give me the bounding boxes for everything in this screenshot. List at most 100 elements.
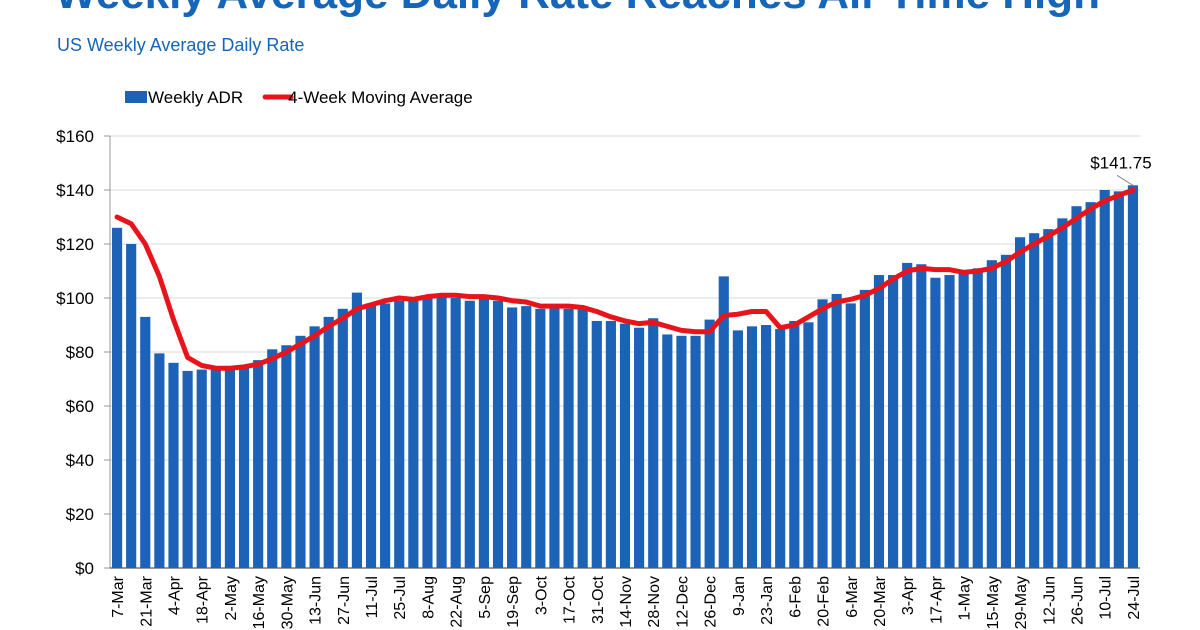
bar: [746, 326, 758, 568]
x-tick-label: 17-Apr: [928, 575, 945, 624]
y-tick-label: $20: [66, 505, 94, 524]
bar: [605, 320, 616, 568]
bar: [408, 299, 419, 568]
x-tick-label: 17-Oct: [562, 575, 579, 624]
bar: [422, 295, 433, 568]
bar: [563, 308, 574, 568]
bar: [478, 298, 489, 568]
bar: [281, 345, 292, 568]
y-tick-label: $160: [56, 127, 94, 146]
legend-label: 4-Week Moving Average: [288, 88, 473, 107]
x-tick-label: 6-Feb: [787, 576, 804, 618]
bar: [492, 300, 504, 568]
bar: [831, 293, 842, 568]
bar: [140, 316, 151, 568]
x-tick-label: 25-Jul: [392, 576, 409, 620]
x-tick-label: 26-Dec: [703, 576, 720, 628]
bar: [888, 275, 899, 568]
x-tick-label: 11-Jul: [364, 576, 381, 618]
y-tick-label: $40: [66, 451, 94, 470]
bar: [1071, 206, 1082, 568]
bar: [732, 330, 743, 568]
bar: [958, 273, 969, 568]
bar: [803, 322, 814, 568]
chart-subtitle: US Weekly Average Daily Rate: [57, 35, 304, 55]
bar: [507, 307, 518, 568]
x-tick-label: 28-Nov: [646, 576, 663, 628]
bar: [436, 295, 447, 568]
bar: [464, 300, 475, 568]
x-tick-label: 5-Sep: [477, 576, 494, 619]
bar: [380, 303, 391, 568]
bar: [224, 368, 236, 568]
bar: [549, 306, 560, 568]
x-tick-label: 12-Jun: [1041, 576, 1058, 625]
y-tick-label: $80: [66, 343, 94, 362]
x-tick-label: 8-Aug: [420, 576, 437, 619]
bar: [309, 326, 320, 568]
x-tick-label: 6-Mar: [844, 575, 861, 617]
bar: [295, 335, 306, 568]
x-tick-label: 19-Sep: [505, 576, 522, 628]
bar: [789, 320, 800, 568]
data-label: $141.75: [1090, 153, 1151, 172]
x-tick-label: 22-Aug: [449, 576, 466, 628]
x-tick-label: 18-Apr: [195, 575, 212, 624]
legend-swatch: [125, 91, 147, 103]
x-tick-label: 7-Mar: [110, 575, 127, 617]
x-tick-label: 30-May: [279, 576, 296, 629]
labels: $0 $20 $40 $60 $80 $100 $120 $140 $160 7-Mar 21-Ma…: [56, 88, 1151, 629]
plot: [111, 185, 1139, 569]
x-tick-label: 24-Jul: [1126, 576, 1143, 620]
bar: [1113, 191, 1124, 568]
x-tick-label: 27-Jun: [336, 576, 353, 625]
bar: [323, 316, 334, 568]
bar: [535, 308, 546, 568]
bar: [126, 244, 137, 568]
bar: [1000, 254, 1012, 569]
bar: [634, 327, 645, 568]
chart-title: Weekly Average Daily Rate Reaches All-Ti…: [55, 0, 1100, 18]
x-tick-label: 23-Jan: [759, 576, 776, 625]
bar: [845, 303, 856, 568]
x-tick-label: 10-Jul: [1098, 576, 1115, 620]
x-tick-label: 20-Feb: [816, 576, 833, 627]
bar: [1014, 237, 1026, 568]
x-tick-label: 9-Jan: [731, 576, 748, 616]
bar: [337, 308, 348, 568]
bar: [154, 353, 165, 568]
x-tick-label: 15-May: [985, 576, 1002, 629]
bar: [577, 308, 588, 568]
bar: [238, 365, 250, 568]
bar: [704, 319, 715, 568]
bar: [944, 275, 955, 568]
bar: [690, 335, 701, 568]
bar: [253, 360, 264, 568]
y-tick-label: $140: [56, 181, 94, 200]
x-tick-label: 21-Mar: [138, 575, 155, 626]
bar: [591, 320, 602, 568]
bar: [662, 334, 673, 568]
bar: [859, 289, 870, 568]
x-tick-label: 31-Oct: [590, 575, 607, 624]
bar: [761, 325, 772, 568]
bar: [521, 306, 532, 568]
bar: [930, 277, 941, 568]
x-tick-label: 4-Apr: [166, 575, 183, 615]
x-tick-label: 3-Apr: [900, 575, 917, 615]
bar: [267, 349, 278, 568]
bar: [196, 369, 207, 568]
x-tick-label: 26-Jun: [1070, 576, 1087, 625]
legend-label: Weekly ADR: [148, 88, 243, 107]
bar: [619, 323, 631, 568]
bar: [182, 370, 193, 568]
x-tick-label: 1-May: [957, 576, 974, 620]
x-tick-label: 13-Jun: [308, 576, 325, 625]
y-tick-label: $100: [56, 289, 94, 308]
bar: [648, 318, 659, 568]
bar: [1127, 185, 1139, 568]
x-tick-label: 3-Oct: [533, 575, 550, 615]
bar: [986, 260, 997, 568]
bar: [351, 292, 362, 568]
bar: [1057, 218, 1068, 568]
